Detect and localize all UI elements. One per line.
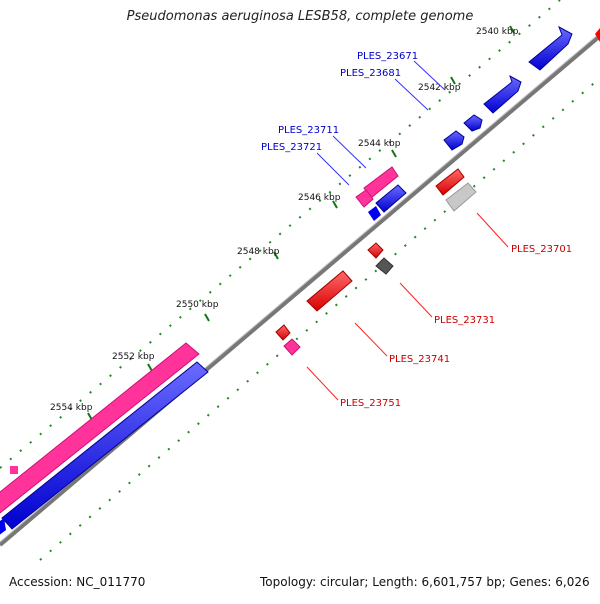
reverse-gene-23741[interactable]	[306, 270, 353, 312]
tick-label: 2542 kbp	[418, 83, 461, 93]
forward-gene-4[interactable]	[443, 130, 465, 151]
gray-feature[interactable]	[445, 182, 477, 212]
forward-gene-top[interactable]	[528, 25, 573, 71]
gene-label-reverse[interactable]: PLES_23741	[389, 354, 450, 365]
forward-gene-3[interactable]	[463, 114, 483, 132]
gene-label-reverse[interactable]: PLES_23701	[511, 244, 572, 255]
gene-label-forward[interactable]: PLES_23711	[278, 125, 339, 136]
tick-guide-outer	[0, 0, 561, 469]
pink-feature-long[interactable]	[0, 342, 200, 514]
genome-summary: Topology: circular; Length: 6,601,757 bp…	[260, 575, 590, 589]
major-ticks	[87, 25, 515, 421]
forward-gene-stub[interactable]	[0, 518, 6, 536]
tick-label: 2544 kbp	[358, 139, 401, 149]
reverse-gene-23701-red[interactable]	[435, 168, 465, 196]
forward-gene-2[interactable]	[483, 74, 522, 114]
reverse-leaders	[306, 212, 509, 401]
gene-label-forward[interactable]: PLES_23671	[357, 51, 418, 62]
tick-label: 2552 kbp	[112, 352, 155, 362]
gene-label-reverse[interactable]: PLES_23731	[434, 315, 495, 326]
tick-label: 2540 kbp	[476, 27, 519, 37]
pink-feature-23751[interactable]	[283, 338, 301, 356]
forward-leaders	[316, 60, 446, 186]
forward-gene-mid[interactable]	[375, 184, 407, 213]
forward-gene-mid-small[interactable]	[368, 206, 381, 221]
reverse-gene-small-2[interactable]	[275, 324, 291, 341]
map-title: Pseudomonas aeruginosa LESB58, complete …	[126, 9, 474, 24]
gene-label-reverse[interactable]: PLES_23751	[340, 398, 401, 409]
forward-gene-long[interactable]	[1, 361, 209, 530]
reverse-gene-edge[interactable]	[595, 28, 600, 42]
tick-label: 2548 kbp	[237, 247, 280, 257]
pink-feature-tail[interactable]	[10, 466, 18, 474]
accession-label: Accession: NC_011770	[9, 575, 146, 589]
tick-label: 2550 kbp	[176, 300, 219, 310]
gene-label-forward[interactable]: PLES_23721	[261, 142, 322, 153]
dark-feature-23731[interactable]	[375, 257, 394, 275]
tick-label: 2554 kbp	[50, 403, 93, 413]
tick-label: 2546 kbp	[298, 193, 341, 203]
gene-label-forward[interactable]: PLES_23681	[340, 68, 401, 79]
reverse-gene-small[interactable]	[367, 242, 384, 259]
pink-feature-small[interactable]	[355, 189, 374, 208]
backbone-line	[0, 34, 600, 547]
